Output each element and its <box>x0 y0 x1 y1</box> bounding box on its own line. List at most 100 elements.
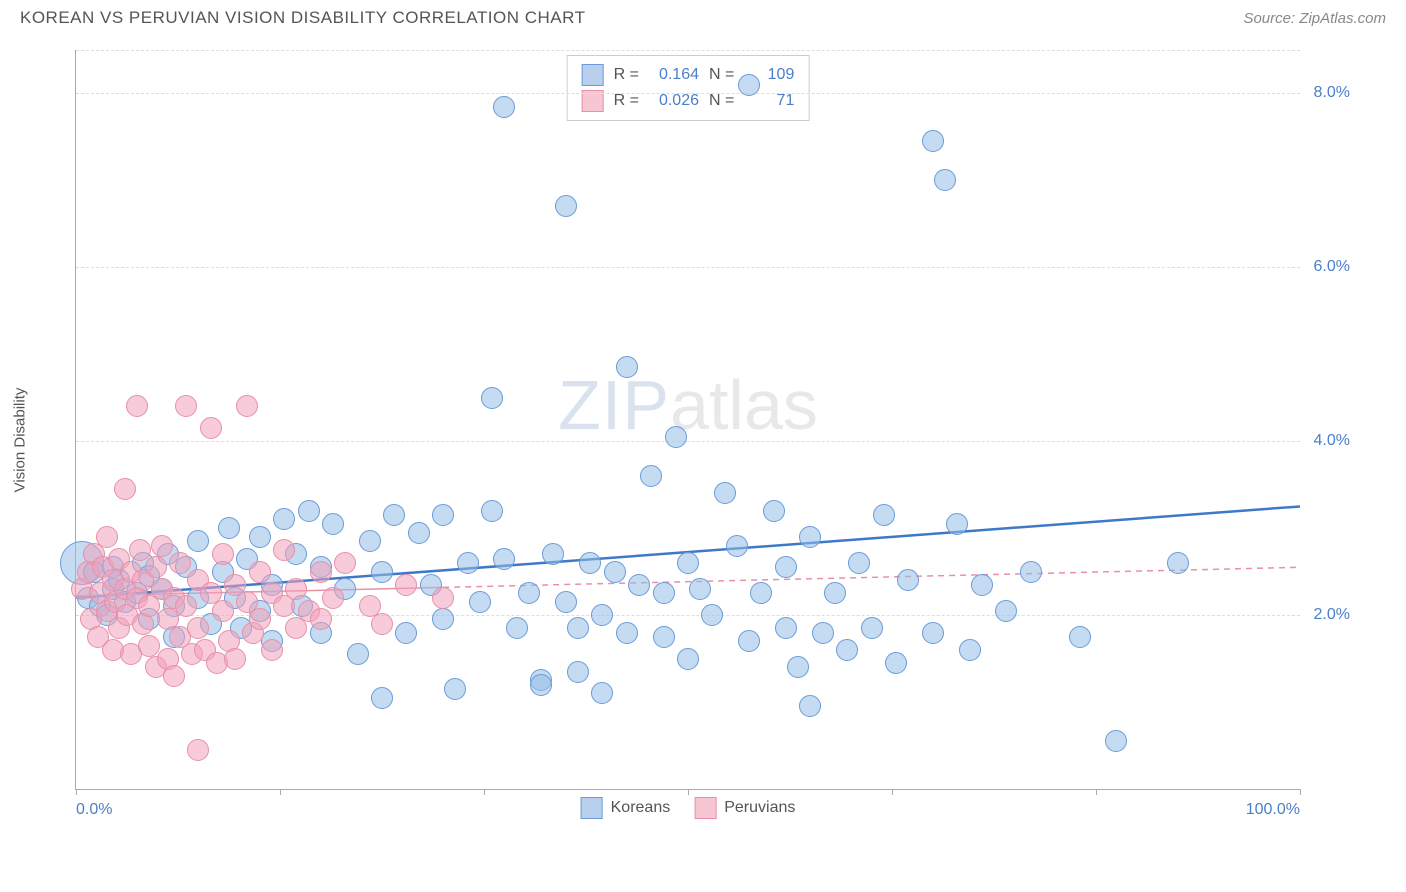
scatter-point <box>518 582 540 604</box>
scatter-point <box>310 561 332 583</box>
x-axis-label-min: 0.0% <box>76 801 112 819</box>
scatter-point <box>542 543 564 565</box>
plot-region: ZIPatlas R =0.164N =109R =0.026N =71 0.0… <box>75 50 1300 790</box>
scatter-point <box>481 387 503 409</box>
stats-legend: R =0.164N =109R =0.026N =71 <box>567 55 810 121</box>
scatter-point <box>371 613 393 635</box>
stats-r-value: 0.164 <box>649 66 699 84</box>
scatter-point <box>738 630 760 652</box>
scatter-point <box>530 674 552 696</box>
scatter-point <box>567 661 589 683</box>
scatter-point <box>444 678 466 700</box>
scatter-point <box>567 617 589 639</box>
scatter-point <box>187 739 209 761</box>
scatter-point <box>726 535 748 557</box>
scatter-point <box>653 626 675 648</box>
scatter-point <box>273 539 295 561</box>
scatter-point <box>114 478 136 500</box>
scatter-point <box>689 578 711 600</box>
scatter-point <box>175 595 197 617</box>
legend-item: Koreans <box>581 797 671 819</box>
scatter-point <box>665 426 687 448</box>
scatter-point <box>371 687 393 709</box>
y-tick-label: 6.0% <box>1314 258 1350 276</box>
x-tick-mark <box>892 789 893 795</box>
scatter-point <box>334 552 356 574</box>
scatter-point <box>298 500 320 522</box>
legend-swatch <box>694 797 716 819</box>
stats-legend-row: R =0.164N =109 <box>582 62 795 88</box>
chart-title: KOREAN VS PERUVIAN VISION DISABILITY COR… <box>20 8 585 28</box>
scatter-point <box>236 395 258 417</box>
scatter-point <box>922 622 944 644</box>
scatter-point <box>934 169 956 191</box>
x-tick-mark <box>76 789 77 795</box>
y-tick-label: 4.0% <box>1314 432 1350 450</box>
gridline <box>76 50 1300 51</box>
watermark: ZIPatlas <box>558 365 818 445</box>
scatter-point <box>322 587 344 609</box>
scatter-point <box>218 517 240 539</box>
scatter-point <box>604 561 626 583</box>
scatter-point <box>408 522 430 544</box>
y-axis-label: Vision Disability <box>12 388 29 493</box>
scatter-point <box>616 356 638 378</box>
scatter-point <box>145 556 167 578</box>
scatter-point <box>640 465 662 487</box>
scatter-point <box>787 656 809 678</box>
x-tick-mark <box>1300 789 1301 795</box>
scatter-point <box>836 639 858 661</box>
x-tick-mark <box>280 789 281 795</box>
scatter-point <box>129 539 151 561</box>
scatter-point <box>1069 626 1091 648</box>
chart-source: Source: ZipAtlas.com <box>1243 10 1386 27</box>
stats-n-label: N = <box>709 66 734 84</box>
stats-r-label: R = <box>614 66 639 84</box>
scatter-point <box>96 526 118 548</box>
chart-header: KOREAN VS PERUVIAN VISION DISABILITY COR… <box>0 0 1406 36</box>
scatter-point <box>922 130 944 152</box>
scatter-point <box>653 582 675 604</box>
scatter-point <box>187 617 209 639</box>
scatter-point <box>677 648 699 670</box>
scatter-point <box>897 569 919 591</box>
scatter-point <box>187 530 209 552</box>
scatter-point <box>775 556 797 578</box>
scatter-point <box>959 639 981 661</box>
scatter-point <box>812 622 834 644</box>
scatter-point <box>701 604 723 626</box>
scatter-point <box>432 587 454 609</box>
scatter-point <box>493 96 515 118</box>
legend-label: Koreans <box>611 799 671 817</box>
scatter-point <box>799 526 821 548</box>
scatter-point <box>1020 561 1042 583</box>
scatter-point <box>285 578 307 600</box>
scatter-point <box>591 604 613 626</box>
scatter-point <box>579 552 601 574</box>
watermark-atlas: atlas <box>670 366 818 444</box>
scatter-point <box>555 591 577 613</box>
scatter-point <box>163 665 185 687</box>
legend-swatch <box>582 64 604 86</box>
trend-lines <box>76 50 1300 789</box>
scatter-point <box>347 643 369 665</box>
scatter-point <box>1105 730 1127 752</box>
scatter-point <box>591 682 613 704</box>
scatter-point <box>169 552 191 574</box>
legend-item: Peruvians <box>694 797 795 819</box>
legend-swatch <box>581 797 603 819</box>
scatter-point <box>310 608 332 630</box>
scatter-point <box>885 652 907 674</box>
scatter-point <box>824 582 846 604</box>
scatter-point <box>469 591 491 613</box>
scatter-point <box>946 513 968 535</box>
scatter-point <box>848 552 870 574</box>
gridline <box>76 93 1300 94</box>
scatter-point <box>322 513 344 535</box>
scatter-point <box>249 561 271 583</box>
gridline <box>76 267 1300 268</box>
scatter-point <box>763 500 785 522</box>
stats-legend-row: R =0.026N =71 <box>582 88 795 114</box>
scatter-point <box>383 504 405 526</box>
scatter-point <box>481 500 503 522</box>
